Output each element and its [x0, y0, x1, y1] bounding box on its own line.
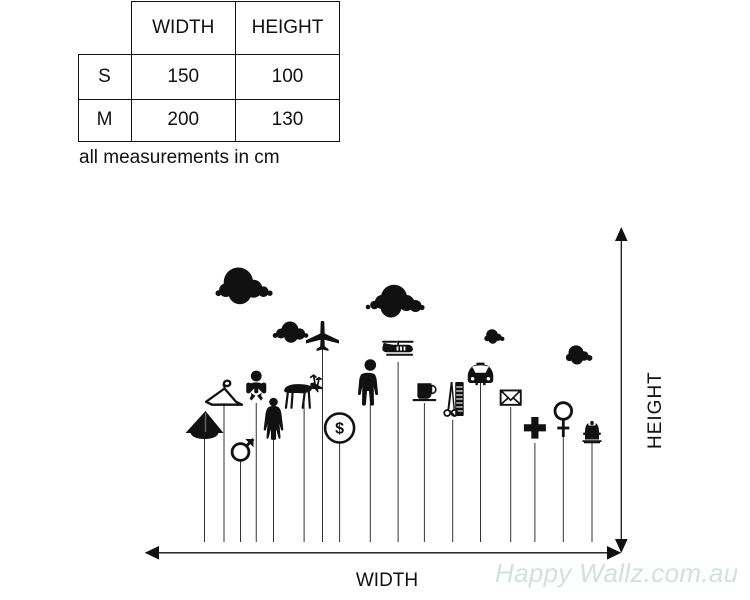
svg-text:$: $ [335, 421, 344, 438]
